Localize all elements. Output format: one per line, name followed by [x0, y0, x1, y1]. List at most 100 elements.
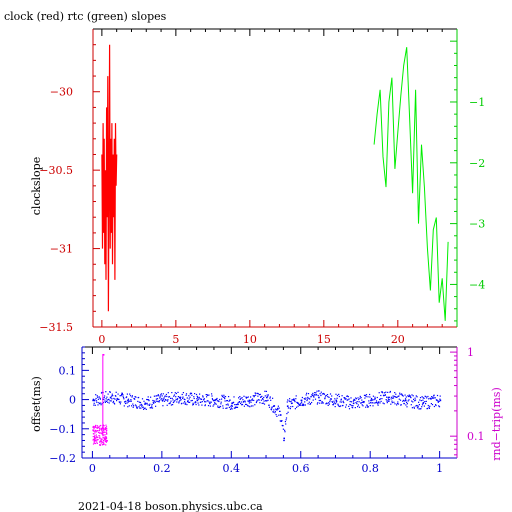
offset-point — [97, 396, 99, 398]
offset-point — [165, 399, 167, 401]
offset-point — [414, 397, 416, 399]
offset-point — [286, 401, 288, 403]
offset-point — [97, 404, 99, 406]
offset-point — [356, 401, 358, 403]
offset-point — [289, 400, 291, 403]
offset-point — [188, 395, 190, 397]
offset-point — [240, 397, 242, 399]
offset-point — [311, 394, 313, 397]
offset-point — [285, 417, 288, 419]
offset-point — [208, 401, 210, 403]
offset-point — [226, 400, 228, 402]
offset-point — [158, 395, 160, 397]
offset-point — [380, 394, 382, 397]
rndtrip-point — [103, 442, 105, 444]
offset-point — [173, 394, 176, 396]
offset-point — [254, 404, 256, 406]
offset-point — [207, 400, 209, 402]
offset-point — [109, 391, 111, 393]
rndtrip-point — [103, 429, 105, 431]
offset-point — [269, 396, 271, 398]
offset-point — [358, 401, 360, 403]
offset-point — [397, 401, 399, 403]
offset-point — [394, 396, 396, 398]
offset-point — [226, 407, 228, 409]
offset-point — [266, 396, 268, 399]
offset-point — [276, 409, 278, 411]
offset-point — [418, 401, 420, 403]
offset-point — [194, 402, 196, 404]
offset-point — [144, 403, 146, 405]
offset-point — [231, 402, 233, 405]
offset-point — [218, 400, 220, 403]
offset-point — [406, 401, 408, 403]
offset-point — [308, 397, 310, 400]
offset-point — [283, 439, 285, 442]
offset-point — [388, 400, 390, 402]
offset-point — [406, 406, 408, 408]
offset-point — [361, 404, 363, 406]
offset-point — [228, 406, 230, 408]
offset-point — [95, 400, 98, 402]
bottom-left-tick-label: −0.1 — [49, 423, 76, 436]
rndtrip-point — [93, 441, 95, 443]
offset-point — [202, 395, 204, 397]
offset-point — [335, 393, 337, 395]
offset-point — [370, 399, 372, 402]
offset-point — [177, 391, 179, 393]
offset-point — [192, 403, 194, 405]
offset-point — [169, 402, 171, 404]
offset-point — [152, 401, 154, 404]
rndtrip-point — [93, 427, 95, 429]
offset-point — [212, 399, 214, 401]
offset-point — [294, 400, 296, 402]
offset-point — [258, 399, 260, 401]
offset-point — [179, 398, 181, 400]
offset-point — [313, 396, 315, 398]
offset-point — [413, 406, 415, 408]
rndtrip-point — [95, 442, 97, 445]
offset-point — [228, 396, 230, 398]
top-chart: 0 5 10 15 20 −30 −30.5 −31 −31.5 −1 −2 −3 −4 — [39, 28, 485, 346]
offset-point — [150, 396, 152, 398]
rndtrip-point — [97, 430, 99, 432]
rndtrip-point — [94, 437, 96, 439]
offset-point — [432, 397, 434, 399]
top-ylabel: clockslope — [30, 157, 43, 215]
offset-point — [309, 398, 311, 400]
rndtrip-point — [103, 425, 105, 427]
offset-point — [183, 398, 185, 400]
offset-point — [271, 406, 273, 408]
offset-point — [348, 408, 351, 410]
offset-point — [402, 395, 404, 397]
offset-point — [246, 405, 249, 407]
offset-point — [247, 400, 249, 402]
offset-point — [274, 412, 276, 414]
offset-point — [395, 393, 397, 395]
rndtrip-point — [95, 424, 97, 427]
rndtrip-point — [99, 428, 101, 430]
offset-point — [237, 403, 239, 406]
rndtrip-point — [105, 439, 107, 441]
offset-point — [425, 396, 427, 398]
offset-point — [418, 404, 420, 406]
offset-point — [345, 404, 347, 406]
rndtrip-point — [101, 444, 103, 446]
offset-point — [208, 394, 210, 396]
bottom-x-tick-label: 0.6 — [292, 462, 310, 475]
offset-point — [255, 394, 257, 396]
rndtrip-point — [105, 427, 107, 429]
offset-point — [379, 398, 381, 400]
offset-point — [311, 401, 313, 404]
rndtrip-point — [94, 432, 96, 434]
offset-point — [314, 398, 317, 400]
offset-point — [284, 431, 286, 433]
offset-point — [300, 402, 302, 404]
offset-point — [140, 403, 142, 405]
rndtrip-point — [96, 441, 98, 443]
offset-point — [94, 399, 96, 401]
offset-point — [330, 398, 332, 400]
offset-point — [234, 404, 236, 406]
offset-point — [261, 395, 263, 397]
offset-point — [437, 400, 439, 402]
